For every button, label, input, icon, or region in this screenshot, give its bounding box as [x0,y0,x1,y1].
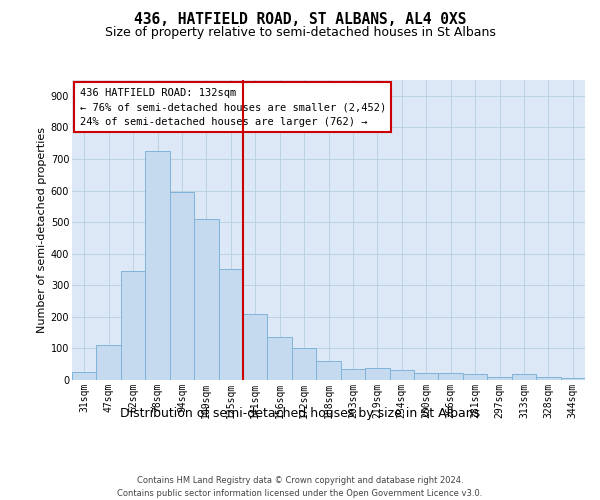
Bar [487,376,512,380]
Text: 436 HATFIELD ROAD: 132sqm
← 76% of semi-detached houses are smaller (2,452)
24% : 436 HATFIELD ROAD: 132sqm ← 76% of semi-… [80,88,386,127]
Text: Contains HM Land Registry data © Crown copyright and database right 2024.
Contai: Contains HM Land Registry data © Crown c… [118,476,482,498]
Bar [292,348,316,380]
Bar [560,378,585,380]
Y-axis label: Number of semi-detached properties: Number of semi-detached properties [37,127,47,333]
Bar [365,368,389,380]
Bar [268,338,292,380]
Bar [121,271,145,380]
Text: Distribution of semi-detached houses by size in St Albans: Distribution of semi-detached houses by … [120,408,480,420]
Bar [414,373,439,380]
Bar [170,192,194,380]
Bar [243,314,268,380]
Bar [97,346,121,380]
Text: 436, HATFIELD ROAD, ST ALBANS, AL4 0XS: 436, HATFIELD ROAD, ST ALBANS, AL4 0XS [134,12,466,28]
Bar [145,151,170,380]
Bar [512,374,536,380]
Bar [316,361,341,380]
Bar [218,270,243,380]
Bar [463,374,487,380]
Text: Size of property relative to semi-detached houses in St Albans: Size of property relative to semi-detach… [104,26,496,39]
Bar [389,370,414,380]
Bar [194,219,218,380]
Bar [341,369,365,380]
Bar [72,372,97,380]
Bar [439,373,463,380]
Bar [536,377,560,380]
